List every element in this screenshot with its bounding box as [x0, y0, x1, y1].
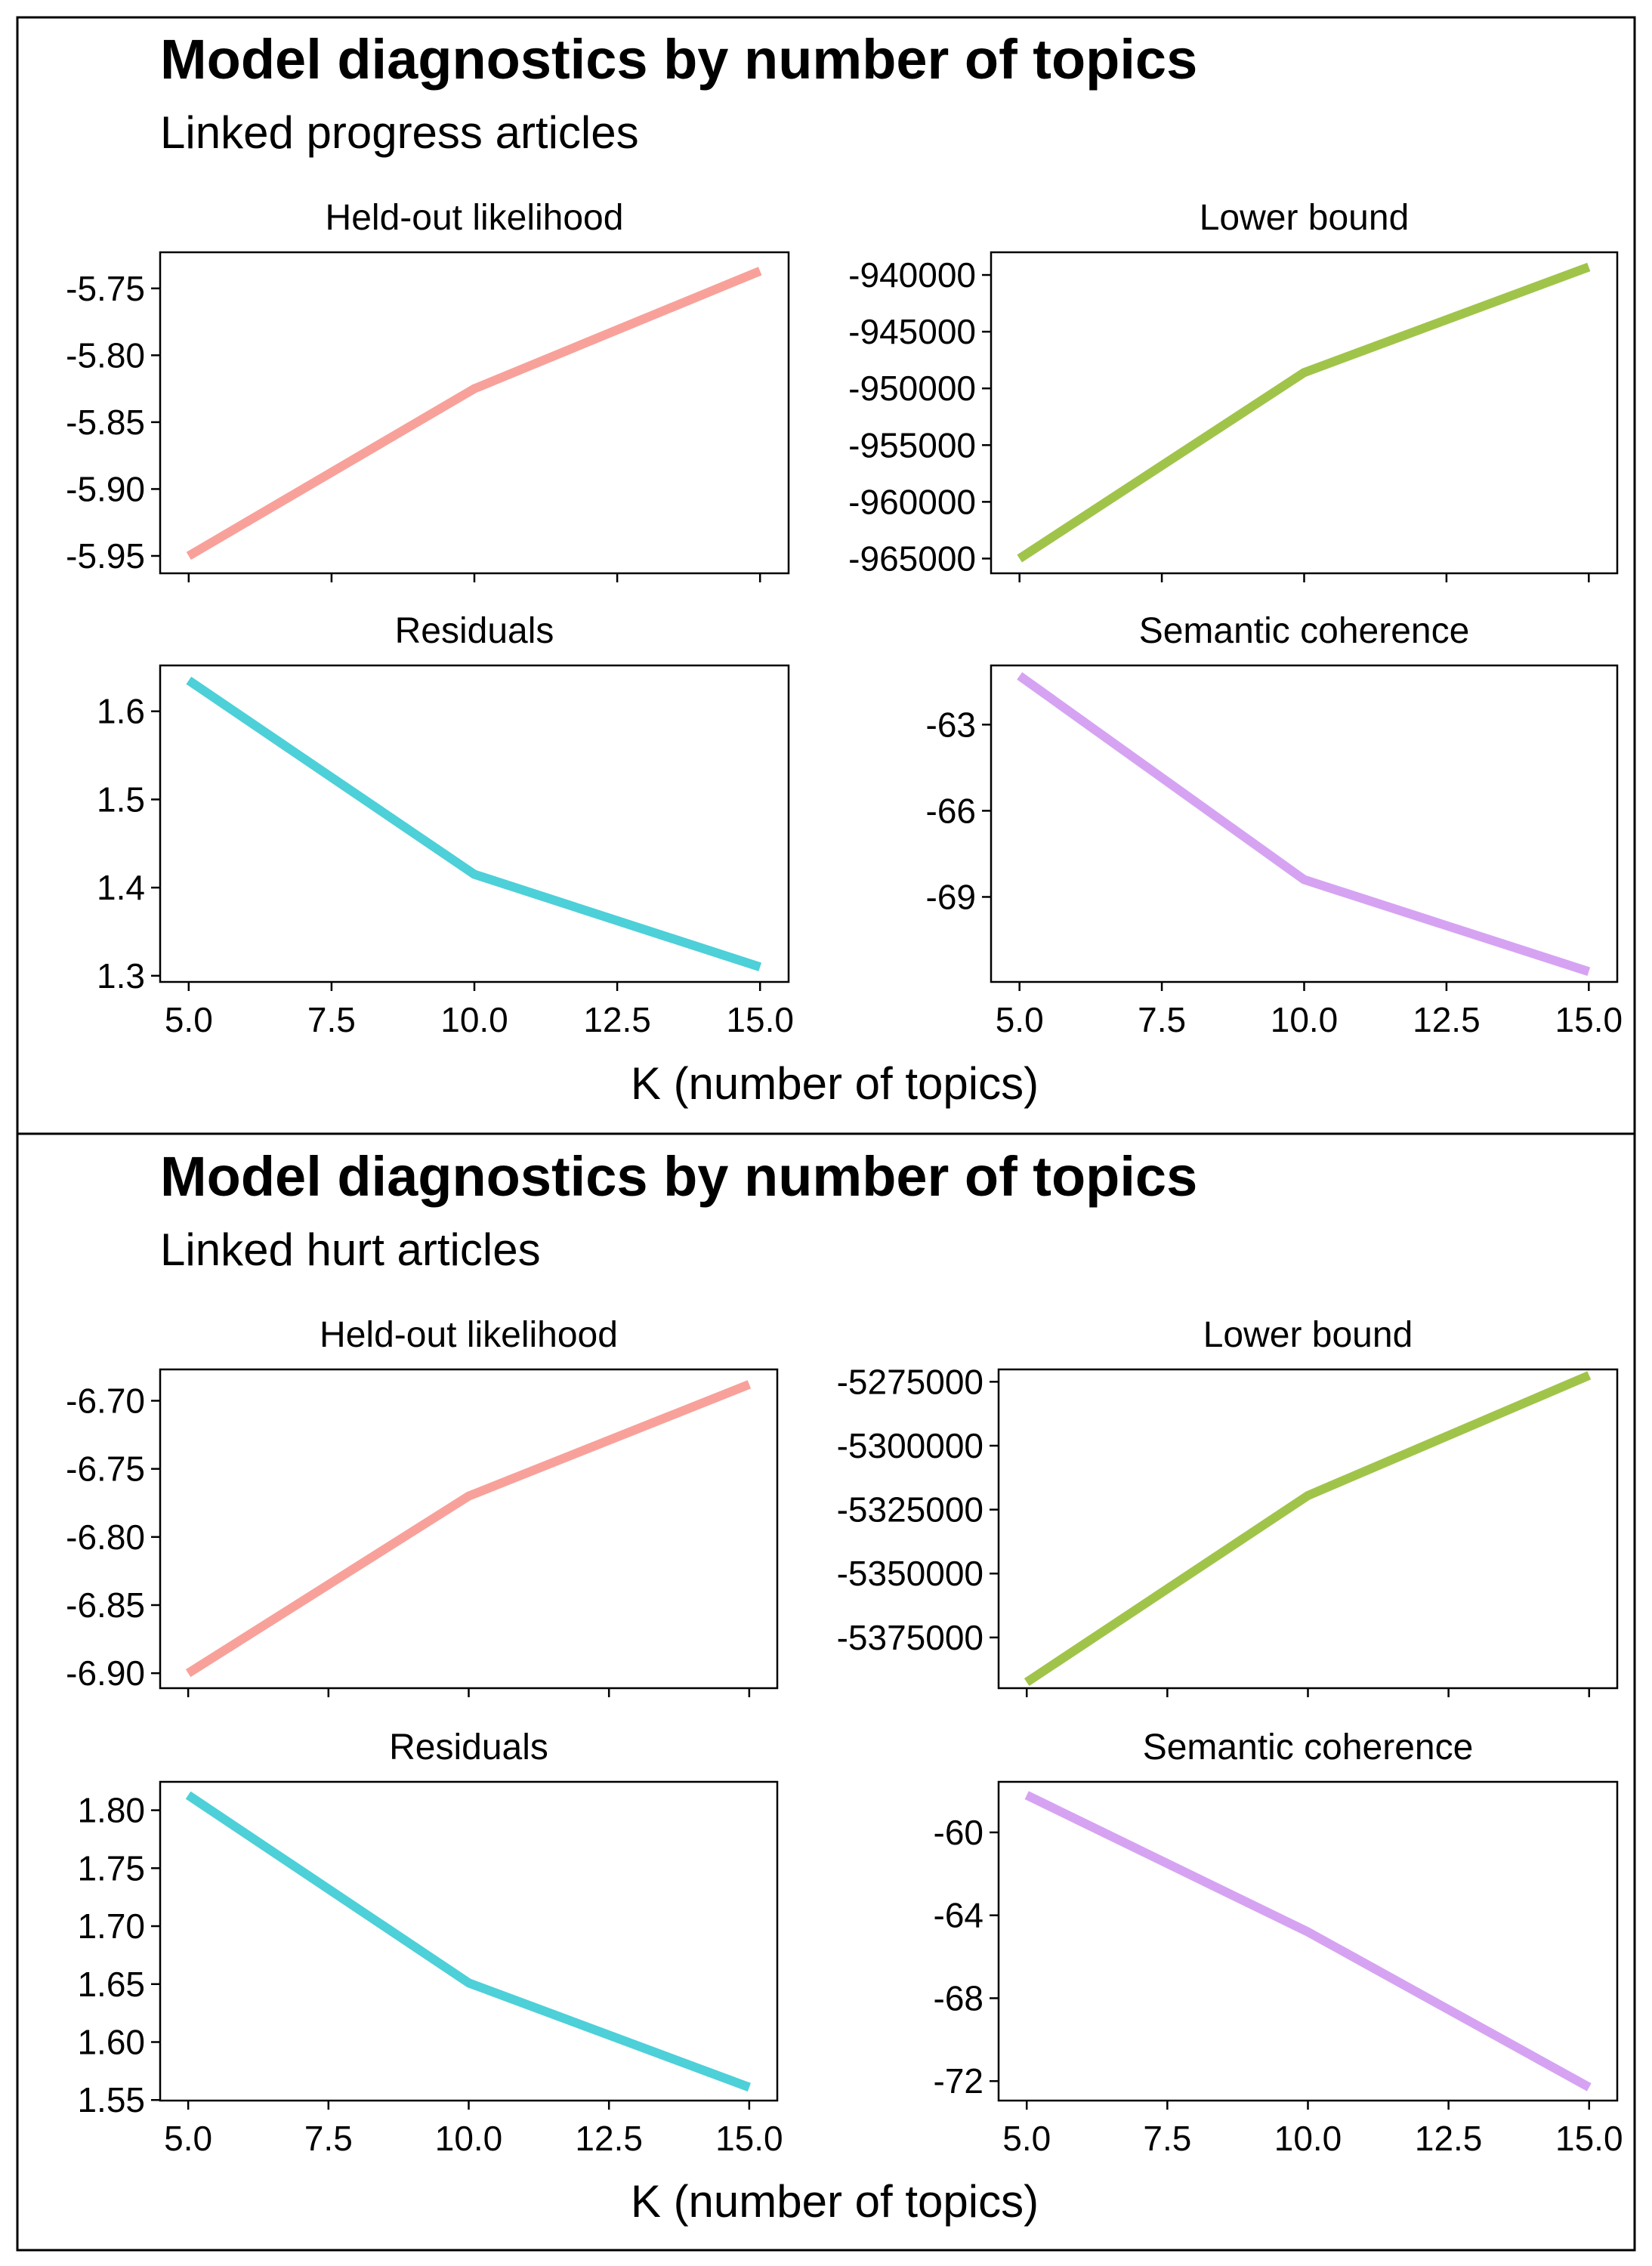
y-tick-label: -5.85	[66, 403, 145, 442]
y-tick-label: -68	[934, 1978, 983, 2017]
y-tick-label: -950000	[848, 369, 976, 408]
x-tick-label: 10.0	[440, 1000, 508, 1039]
panel-title: Semantic coherence	[1143, 1727, 1474, 1767]
y-tick-label: 1.75	[77, 1848, 145, 1888]
x-tick-label: 10.0	[435, 2119, 503, 2158]
y-tick-label: 1.4	[97, 868, 145, 907]
panel-lower-bound: Lower bound -5375000 -5350000 -5325000 -5300…	[837, 1315, 1619, 1697]
series-line	[1017, 262, 1591, 563]
y-tick-label: -5.90	[66, 469, 145, 508]
series-line	[1024, 1791, 1592, 2092]
series-line	[1024, 1371, 1592, 1687]
y-tick-label: 1.80	[77, 1791, 145, 1830]
panel-title: Held-out likelihood	[320, 1315, 618, 1355]
panel-title: Lower bound	[1203, 1315, 1413, 1355]
y-tick-label: -69	[926, 877, 976, 916]
panel-frame	[159, 664, 790, 983]
series-line	[185, 1380, 752, 1678]
x-tick-label: 7.5	[1138, 1000, 1186, 1039]
y-tick-label: -955000	[848, 425, 976, 465]
x-tick-label: 12.5	[1415, 2119, 1483, 2158]
panel-residuals: Residuals 1.55 1.60 1.65 1.70 1.75 1.80 5.0 7.5 1…	[77, 1727, 783, 2158]
y-tick-label: -5275000	[837, 1362, 983, 1401]
y-tick-label: -5.75	[66, 269, 145, 308]
y-tick-label: -5375000	[837, 1618, 983, 1657]
x-tick-label: 12.5	[1413, 1000, 1481, 1039]
y-tick-label: 1.3	[97, 956, 145, 996]
panel-held-out-likelihood: Held-out likelihood -5.95 -5.90 -5.85 -5.80 -…	[66, 198, 790, 582]
y-tick-label: -6.70	[66, 1381, 145, 1420]
y-tick-label: -960000	[848, 482, 976, 521]
series-line	[186, 676, 762, 971]
series-line	[185, 1791, 751, 2092]
x-tick-label: 15.0	[726, 1000, 794, 1039]
x-tick-label: 7.5	[307, 1000, 356, 1039]
y-tick-label: -945000	[848, 312, 976, 351]
y-tick-label: -5.95	[66, 536, 145, 576]
y-tick-label: -60	[934, 1813, 983, 1852]
y-tick-label: -6.90	[66, 1653, 145, 1693]
panel-title: Residuals	[389, 1727, 548, 1767]
panel-residuals: Residuals 1.3 1.4 1.5 1.6 5.0 7.5 10.0 12.5 15.0	[97, 611, 794, 1039]
series-line	[186, 267, 762, 560]
y-tick-label: -5.80	[66, 335, 145, 375]
y-tick-label: 1.65	[77, 1965, 145, 2004]
section-subtitle: Linked progress articles	[160, 107, 639, 158]
panel-frame	[990, 664, 1619, 983]
y-tick-label: 1.60	[77, 2023, 145, 2062]
panel-semantic-coherence: Semantic coherence -72 -68 -64 -60 5.0 7.5 10.0…	[934, 1727, 1623, 2158]
panel-title: Held-out likelihood	[326, 198, 624, 238]
panel-frame	[159, 1780, 779, 2102]
panel-frame	[159, 1368, 779, 1690]
y-tick-label: -5350000	[837, 1554, 983, 1593]
x-axis-label: K (number of topics)	[631, 1058, 1039, 1109]
panel-title: Residuals	[395, 611, 554, 651]
panel-frame	[990, 251, 1619, 575]
y-tick-label: -64	[934, 1896, 983, 1935]
x-tick-label: 12.5	[583, 1000, 651, 1039]
section-progress: Model diagnostics by number of topics Li…	[16, 16, 1636, 1135]
panel-lower-bound: Lower bound -965000 -960000 -955000 -950000 -…	[848, 198, 1619, 582]
y-tick-label: -6.85	[66, 1585, 145, 1625]
x-tick-label: 15.0	[1555, 1000, 1623, 1039]
y-tick-label: -63	[926, 705, 976, 744]
panel-semantic-coherence: Semantic coherence -69 -66 -63 5.0 7.5 10.0 12.…	[926, 611, 1623, 1039]
section-title: Model diagnostics by number of topics	[160, 28, 1197, 91]
y-tick-label: -66	[926, 791, 976, 830]
y-tick-label: -940000	[848, 255, 976, 295]
section-border	[16, 1132, 1636, 2252]
y-tick-label: 1.70	[77, 1906, 145, 1946]
x-tick-label: 12.5	[575, 2119, 643, 2158]
y-tick-label: -6.80	[66, 1517, 145, 1557]
x-tick-label: 15.0	[715, 2119, 783, 2158]
section-hurt: Model diagnostics by number of topics Li…	[16, 1132, 1636, 2252]
y-tick-label: -965000	[848, 539, 976, 578]
x-tick-label: 15.0	[1555, 2119, 1623, 2158]
x-tick-label: 7.5	[1143, 2119, 1191, 2158]
series-line	[1017, 671, 1591, 977]
x-axis-label: K (number of topics)	[631, 2176, 1039, 2227]
y-tick-label: -5325000	[837, 1490, 983, 1530]
section-subtitle: Linked hurt articles	[160, 1224, 541, 1275]
x-tick-label: 10.0	[1271, 1000, 1339, 1039]
x-tick-label: 5.0	[164, 2119, 212, 2158]
x-tick-label: 7.5	[304, 2119, 353, 2158]
y-tick-label: 1.55	[77, 2080, 145, 2119]
y-tick-label: -6.75	[66, 1449, 145, 1489]
x-tick-label: 5.0	[1002, 2119, 1051, 2158]
x-tick-label: 5.0	[165, 1000, 213, 1039]
x-tick-label: 5.0	[996, 1000, 1044, 1039]
y-tick-label: -72	[934, 2061, 983, 2101]
section-title: Model diagnostics by number of topics	[160, 1145, 1197, 1208]
y-tick-label: 1.5	[97, 780, 145, 819]
panel-title: Lower bound	[1200, 198, 1410, 238]
panel-title: Semantic coherence	[1139, 611, 1470, 651]
x-tick-label: 10.0	[1274, 2119, 1342, 2158]
y-tick-label: -5300000	[837, 1426, 983, 1465]
panel-held-out-likelihood: Held-out likelihood -6.90 -6.85 -6.80 -6.75 -…	[66, 1315, 779, 1697]
y-tick-label: 1.6	[97, 692, 145, 731]
